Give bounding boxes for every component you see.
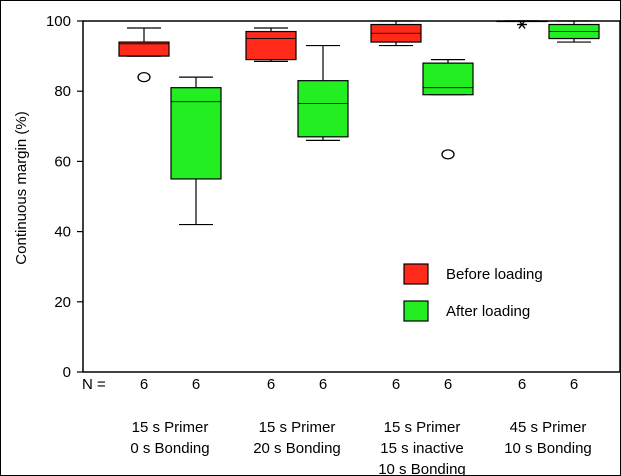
y-tick-label: 0 — [63, 364, 71, 381]
legend-label: After loading — [446, 303, 530, 320]
y-tick-label: 100 — [46, 13, 71, 30]
category-label: 0 s Bonding — [130, 440, 209, 457]
legend: Before loading After loading — [403, 263, 543, 322]
n-value: 6 — [192, 376, 200, 393]
extreme-stroke — [518, 20, 526, 29]
n-value: 6 — [444, 376, 452, 393]
outlier-point — [137, 72, 151, 83]
y-tick-label: 60 — [54, 153, 71, 170]
category-label: 15 s Primer — [259, 419, 336, 436]
y-tick-label: 20 — [54, 294, 71, 311]
iqr-box — [170, 87, 222, 180]
legend-label: Before loading — [446, 266, 543, 283]
n-value: 6 — [140, 376, 148, 393]
category-label: 15 s Primer — [384, 419, 461, 436]
box-before-3 — [370, 20, 422, 47]
extreme-point — [517, 20, 527, 29]
box-after-4 — [548, 20, 600, 43]
box-after-2 — [297, 44, 349, 141]
category-label: 15 s Primer — [132, 419, 209, 436]
category-label: 15 s inactive — [380, 440, 463, 457]
iqr-box — [297, 80, 349, 138]
iqr-box — [118, 41, 170, 57]
category-label: 20 s Bonding — [253, 440, 341, 457]
y-tick-label: 80 — [54, 83, 71, 100]
n-value: 6 — [392, 376, 400, 393]
category-label: 45 s Primer — [510, 419, 587, 436]
plot-area — [82, 20, 621, 373]
n-value: 6 — [570, 376, 578, 393]
box-before-1 — [118, 27, 170, 83]
n-values: 6 6 6 6 6 6 6 6 — [140, 376, 578, 393]
n-value: 6 — [319, 376, 327, 393]
box-before-2 — [245, 27, 297, 62]
box-before-4 — [496, 20, 548, 29]
box-after-1 — [170, 76, 222, 226]
n-value: 6 — [267, 376, 275, 393]
plot-frame — [82, 20, 621, 373]
category-labels: 15 s Primer 0 s Bonding 15 s Primer 20 s Bo… — [130, 419, 591, 476]
iqr-box — [245, 30, 297, 61]
outlier-point — [441, 149, 455, 160]
legend-swatch — [403, 263, 429, 285]
y-axis: 0 20 40 60 80 100 — [46, 13, 83, 381]
category-label: 10 s Bonding — [378, 461, 466, 476]
y-axis-label: Continuous margin (%) — [13, 111, 30, 264]
legend-swatch — [403, 300, 429, 322]
category-label: 10 s Bonding — [504, 440, 592, 457]
box-after-3 — [422, 59, 474, 160]
y-tick-label: 40 — [54, 224, 71, 241]
n-value: 6 — [518, 376, 526, 393]
n-label: N = — [82, 376, 106, 393]
iqr-box — [422, 62, 474, 96]
